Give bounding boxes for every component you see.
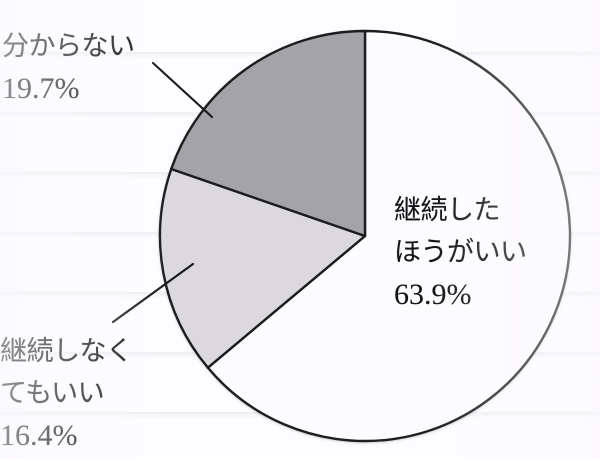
slice-label-dontknow-value: 19.7% [2,72,80,105]
slice-label-continue-value: 63.9% [394,278,472,311]
slice-label-continue-name-1: 継続した [394,195,500,226]
slice-label-continue-name-2: ほうがいい [394,237,527,268]
leader-line-notcontinue [111,262,195,324]
leader-line-dontknow [151,61,214,119]
slice-label-notcontinue-name-1: 継続しなく [0,336,133,367]
pie-slice-continue[interactable] [206,29,572,443]
pie-slice-dontknow[interactable] [170,29,367,238]
slice-label-notcontinue-name-2: てもいい [0,378,105,409]
slice-label-dontknow: 分からない 19.7% [2,26,135,110]
slice-label-notcontinue: 継続しなく てもいい 16.4% [0,331,133,457]
leader-lines [111,61,214,324]
slice-label-continue: 継続した ほうがいい 63.9% [394,190,527,316]
pie-slices [158,29,572,443]
slice-label-dontknow-name: 分からない [2,31,135,62]
slice-label-notcontinue-value: 16.4% [0,419,78,452]
